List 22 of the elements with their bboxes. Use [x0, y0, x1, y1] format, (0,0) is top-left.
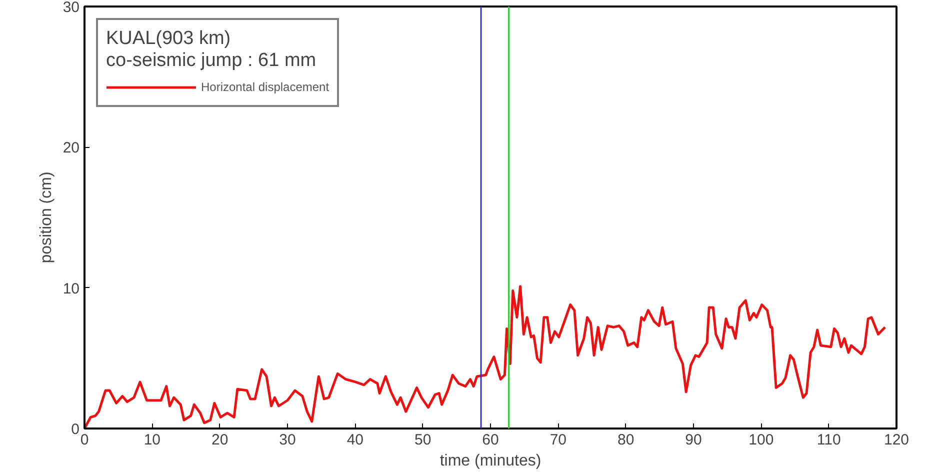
x-tick-label: 90	[685, 432, 702, 448]
x-tick-label: 50	[414, 432, 432, 448]
text: co-seismic jump : 61 mm	[106, 50, 316, 71]
x-tick-label: 10	[144, 432, 161, 448]
x-tick-label: 80	[617, 432, 634, 448]
y-tick-label: 30	[62, 0, 80, 16]
x-tick-label: 30	[279, 432, 296, 448]
x-tick-label: 110	[816, 432, 841, 448]
x-tick-label: 40	[346, 432, 364, 448]
x-tick-label: 120	[884, 432, 910, 448]
x-tick-label: 60	[482, 432, 499, 448]
y-axis-title: position (cm)	[38, 172, 55, 264]
x-axis-title: time (minutes)	[440, 452, 542, 470]
y-tick-label: 20	[62, 140, 80, 157]
y-tick-label: 0	[71, 421, 80, 438]
line-series	[84, 285, 886, 428]
y-tick-label: 10	[62, 280, 80, 298]
x-tick-label: 70	[550, 432, 567, 448]
text: Horizontal displacement	[201, 80, 330, 94]
text: KUAL(903 km)	[106, 28, 231, 49]
x-tick-label: 100	[748, 432, 774, 448]
x-tick-label: 20	[211, 432, 228, 448]
